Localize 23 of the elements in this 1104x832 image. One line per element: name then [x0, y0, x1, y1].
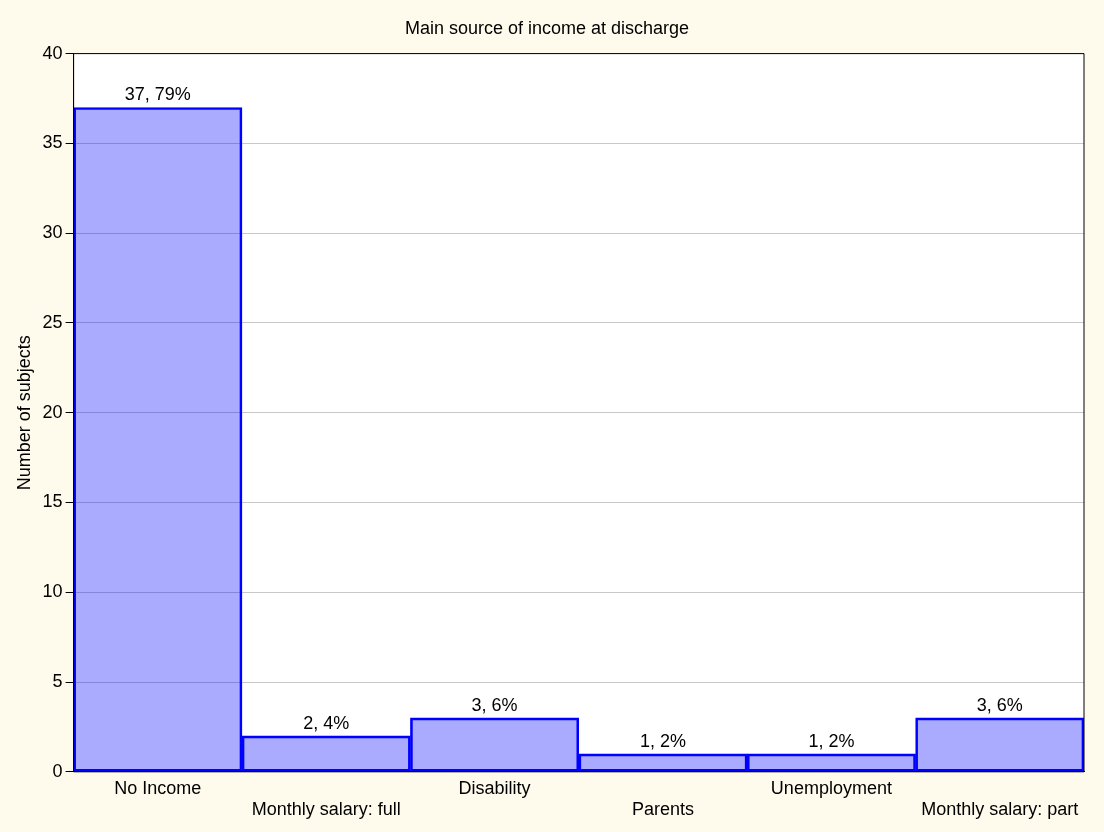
data-label: 1, 2% [639, 730, 687, 751]
y-tick-label: 35 [42, 132, 63, 153]
data-label: 3, 6% [976, 694, 1023, 715]
x-tick-label: Unemployment [770, 777, 892, 798]
data-label: 37, 79% [124, 84, 191, 105]
y-tick-label: 0 [52, 760, 63, 781]
y-tick-label: 15 [42, 491, 63, 512]
chart-title: Main source of income at discharge [404, 17, 690, 38]
x-tick-label: Parents [631, 799, 695, 820]
data-label: 2, 4% [303, 712, 350, 733]
y-tick-label: 25 [42, 311, 63, 332]
y-tick-label: 5 [52, 670, 63, 691]
x-tick-label: No Income [114, 777, 202, 798]
x-tick-label: Monthly salary: part [921, 799, 1079, 820]
x-tick-label: Disability [458, 777, 531, 798]
y-tick-label: 10 [42, 581, 63, 602]
y-tick-label: 30 [42, 222, 63, 243]
y-axis-title: Number of subjects [13, 335, 34, 491]
y-tick-label: 20 [42, 401, 63, 422]
data-label: 1, 2% [808, 730, 855, 751]
data-label: 3, 6% [471, 694, 518, 715]
x-tick-label: Monthly salary: full [251, 799, 401, 820]
y-tick-label: 40 [42, 42, 63, 63]
